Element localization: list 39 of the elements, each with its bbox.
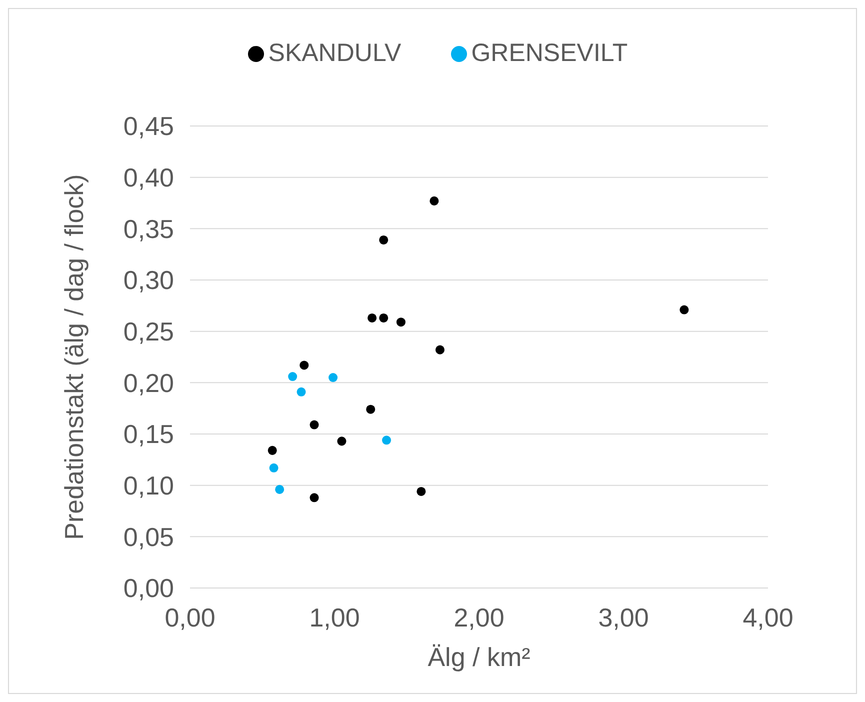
point [300, 360, 309, 370]
point [310, 420, 319, 430]
point [379, 313, 388, 322]
legend-label: SKANDULV [268, 39, 402, 67]
x-tick-label: 0,00 [164, 602, 216, 632]
point [435, 345, 444, 354]
y-tick-label: 0,45 [123, 111, 174, 142]
point [296, 387, 306, 396]
point [288, 372, 298, 382]
x-tick-label: 3,00 [598, 602, 649, 632]
y-tick-label: 0,15 [123, 419, 174, 450]
legend-label: GRENSEVILT [471, 39, 628, 67]
point [310, 493, 319, 502]
y-tick-label: 0,40 [123, 162, 174, 193]
x-tick-label: 2,00 [454, 602, 504, 632]
y-tick-label: 0,35 [123, 214, 174, 244]
y-tick-label: 0,20 [123, 368, 174, 398]
point [366, 404, 376, 414]
point [396, 318, 406, 327]
point [337, 436, 346, 446]
x-axis-title: Älg / km² [428, 642, 531, 672]
point [328, 373, 338, 382]
y-tick-label: 0,10 [123, 470, 174, 501]
point [269, 463, 278, 472]
y-tick-label: 0,30 [123, 265, 174, 296]
point [379, 235, 388, 244]
y-tick-label: 0,05 [123, 522, 174, 552]
point [268, 446, 277, 455]
point [368, 313, 377, 322]
point [430, 196, 439, 206]
y-axis-title: Predationstakt (älg / dag / flock) [59, 174, 89, 540]
point [275, 484, 284, 494]
x-tick-label: 4,00 [742, 602, 794, 632]
point [680, 305, 689, 314]
y-tick-label: 0,00 [123, 573, 174, 604]
point [382, 436, 392, 445]
x-tick-label: 1,00 [309, 602, 360, 632]
point [416, 486, 426, 496]
y-tick-label: 0,25 [123, 316, 174, 347]
